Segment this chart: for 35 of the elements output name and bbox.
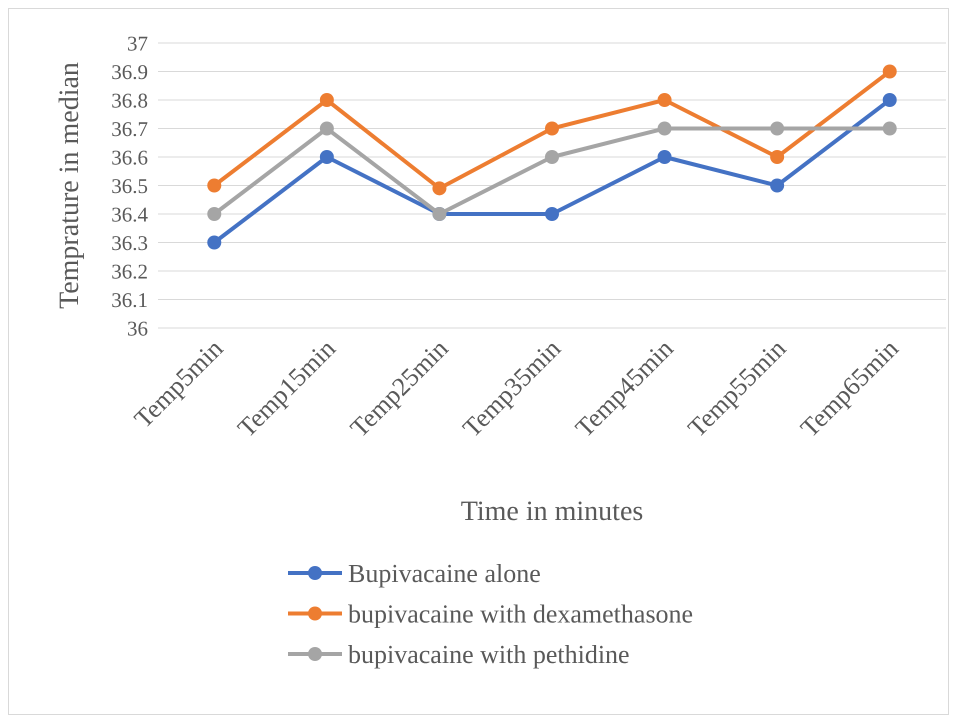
y-tick-label: 36.5	[111, 174, 148, 198]
point	[320, 150, 334, 164]
y-tick-label: 36.4	[111, 202, 148, 226]
legend-label: bupivacaine with dexamethasone	[348, 600, 694, 629]
point	[882, 64, 897, 78]
point	[545, 122, 559, 136]
point	[770, 122, 784, 136]
point	[320, 93, 334, 107]
y-tick-label: 36.6	[111, 145, 148, 170]
legend-label: bupivacaine with pethidine	[348, 640, 630, 670]
point	[882, 122, 897, 136]
point	[658, 150, 672, 164]
y-tick-label: 36.3	[111, 230, 148, 255]
point	[320, 122, 334, 136]
x-axis-title: Time in minutes	[460, 496, 644, 527]
point	[770, 150, 784, 164]
y-tick-label: 36.9	[111, 60, 148, 84]
point	[545, 207, 559, 221]
y-tick-label: 36.2	[111, 259, 148, 284]
y-tick-label: 37	[127, 31, 148, 56]
y-tick-label: 36.1	[111, 288, 148, 312]
legend-label: Bupivacaine alone	[348, 559, 541, 588]
point	[658, 93, 672, 107]
point	[207, 207, 222, 221]
y-tick-label: 36.7	[111, 116, 148, 141]
y-tick-label: 36.8	[111, 88, 148, 112]
point	[882, 93, 897, 107]
point	[207, 178, 222, 192]
point	[432, 181, 446, 196]
y-tick-label: 36	[127, 316, 148, 340]
point	[770, 178, 784, 192]
point	[545, 150, 559, 164]
y-axis-title: Temprature in median	[54, 62, 85, 309]
point	[658, 122, 672, 136]
point	[207, 236, 222, 250]
